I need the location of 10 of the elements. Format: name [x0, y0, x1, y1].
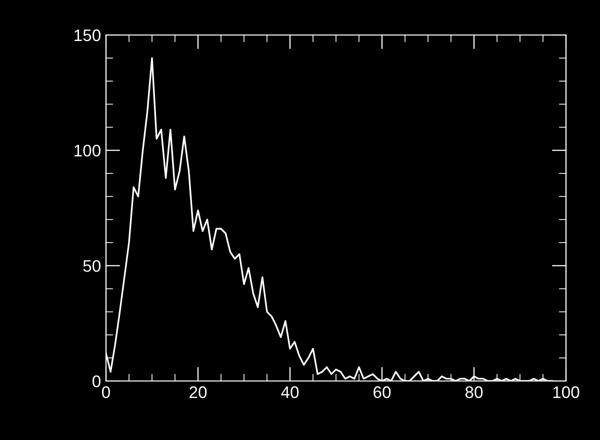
x-tick-label: 60: [374, 386, 391, 398]
y-tick-label: 100: [74, 144, 100, 157]
x-tick-label: 80: [465, 386, 483, 398]
y-tick-label: 0: [92, 375, 100, 388]
x-tick-label: 40: [281, 386, 299, 398]
y-tick-label: 50: [83, 260, 100, 272]
x-tick-label: 100: [553, 386, 580, 398]
y-tick-label: 150: [74, 29, 100, 42]
x-tick-label: 0: [102, 386, 110, 398]
x-tick-label: 20: [190, 386, 207, 398]
